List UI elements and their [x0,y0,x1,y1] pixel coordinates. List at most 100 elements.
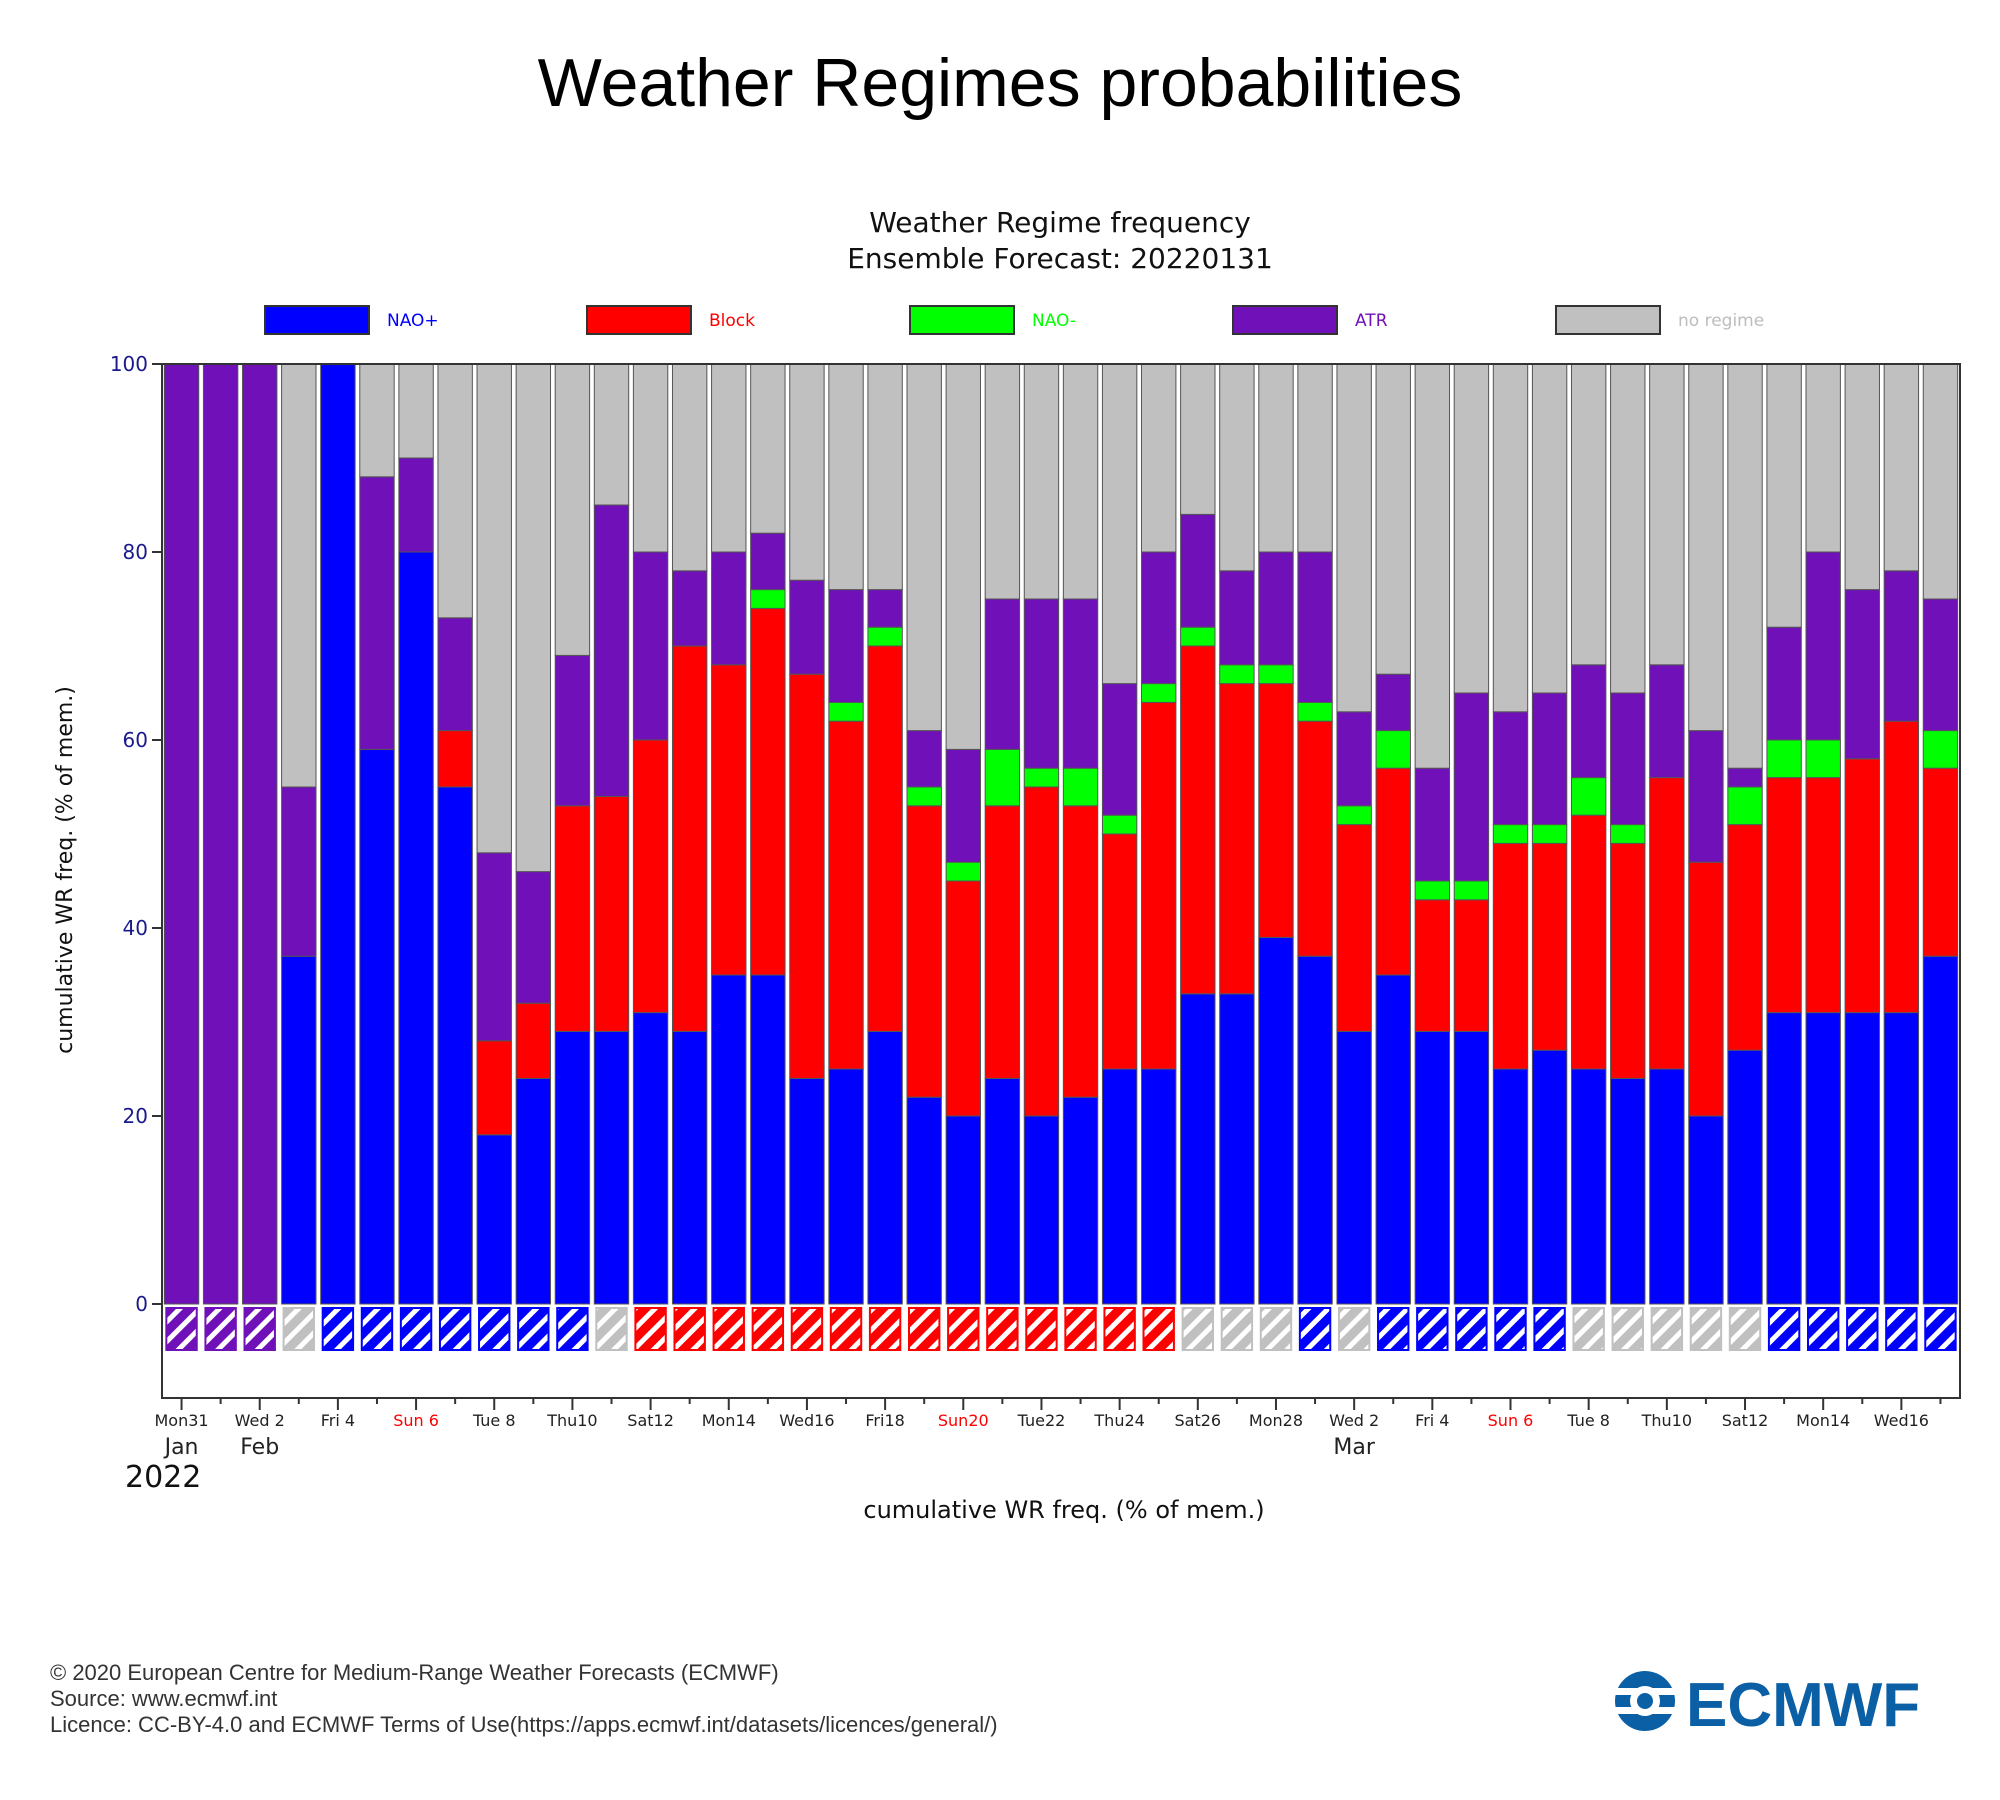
y-tick-label: 100 [110,352,148,376]
bar-none-17 [828,363,864,591]
bar-none-32 [1414,363,1451,769]
bar-nao_minus-35 [1531,824,1568,844]
legend-label-block: Block [709,311,755,331]
bar-atr-37 [1610,692,1646,826]
bar-none-3 [281,363,317,788]
dominant-marker-8 [478,1307,511,1351]
bar-none-8 [476,363,512,854]
bar-nao_plus-15 [750,974,786,1305]
bar-atr-7 [437,617,473,732]
legend-label-nao_minus: NAO- [1032,311,1076,331]
dominant-marker-30 [1337,1307,1371,1351]
bar-atr-34 [1492,711,1529,826]
legend-swatch-block [586,305,692,335]
dominant-marker-28 [1259,1307,1293,1351]
bar-none-11 [593,363,630,506]
dominant-marker-33 [1455,1307,1488,1351]
dominant-marker-2 [243,1307,276,1351]
x-tick-label: Mon31 [154,1411,208,1430]
bar-block-34 [1492,842,1529,1070]
bar-nao_plus-44 [1883,1012,1920,1305]
bar-nao_minus-15 [750,589,786,609]
legend-swatch-nao_plus [264,305,370,335]
dominant-marker-25 [1142,1307,1175,1351]
bar-block-43 [1844,758,1880,1014]
bar-nao_plus-26 [1180,993,1216,1305]
bar-nao_minus-30 [1336,805,1372,826]
bar-block-12 [632,739,669,1014]
bar-atr-0 [163,363,200,1305]
bar-none-24 [1101,363,1138,685]
bar-block-25 [1141,701,1177,1070]
bar-block-16 [789,673,825,1079]
bar-nao_minus-40 [1727,786,1763,826]
legend: NAO+ Block NAO- ATR no regime [264,305,1764,335]
bar-atr-31 [1375,673,1411,732]
bar-none-42 [1805,363,1841,553]
dominant-marker-24 [1103,1307,1136,1351]
dominant-marker-11 [595,1307,628,1351]
bar-block-10 [554,805,591,1032]
bar-atr-22 [1023,598,1060,769]
bar-nao_plus-8 [476,1134,512,1305]
bar-nao_minus-32 [1414,880,1451,901]
bar-nao_plus-3 [281,955,317,1305]
bar-nao_plus-6 [398,551,434,1305]
page-title: Weather Regimes probabilities [537,45,1463,121]
bar-block-22 [1023,786,1060,1117]
bar-nao_plus-7 [437,786,473,1305]
bar-nao_plus-33 [1453,1030,1490,1305]
bar-none-36 [1570,363,1607,666]
bar-block-14 [711,664,747,976]
bar-nao_plus-25 [1141,1068,1177,1305]
dominant-marker-5 [360,1307,394,1351]
dominant-marker-43 [1846,1307,1879,1351]
bar-nao_plus-32 [1414,1030,1451,1305]
x-tick-label: Fri 4 [1415,1411,1449,1430]
footer-licence: Licence: CC-BY-4.0 and ECMWF Terms of Us… [50,1712,998,1737]
bar-none-31 [1375,363,1411,675]
bar-nao_plus-31 [1375,974,1411,1305]
y-axis-label: cumulative WR freq. (% of mem.) [53,686,78,1054]
x-tick-label: Fri18 [865,1411,904,1430]
bar-block-11 [593,795,630,1032]
bar-none-43 [1844,363,1880,591]
bar-none-6 [398,363,434,459]
x-tick-label: Sat12 [627,1411,674,1430]
x-axis-label: cumulative WR freq. (% of mem.) [863,1496,1264,1524]
dominant-marker-7 [438,1307,472,1351]
x-tick-label: Thu24 [1093,1411,1144,1430]
bar-none-13 [671,363,708,572]
bar-none-12 [632,363,669,553]
dominant-marker-26 [1181,1307,1215,1351]
bar-nao_plus-13 [671,1030,708,1305]
bar-none-19 [906,363,942,732]
bar-block-20 [945,880,981,1117]
bar-atr-26 [1180,513,1216,628]
bar-atr-30 [1336,711,1372,807]
bar-nao_minus-23 [1062,767,1099,807]
x-tick-label: Mon28 [1249,1411,1303,1430]
ecmwf-logo-emblem-icon [1614,1671,1676,1731]
bar-block-8 [476,1040,512,1136]
dominant-marker-36 [1572,1307,1605,1351]
bar-nao_minus-45 [1922,730,1959,769]
x-tick-label: Wed 2 [235,1411,285,1430]
dominant-marker-18 [868,1307,902,1351]
legend-label-none: no regime [1678,311,1764,331]
bar-nao_plus-35 [1531,1049,1568,1305]
bar-nao_plus-28 [1258,936,1294,1305]
x-tick-label: Wed 2 [1329,1411,1379,1430]
bar-nao_plus-20 [945,1115,981,1305]
bar-nao_minus-21 [984,748,1021,807]
bar-atr-2 [242,363,278,1305]
bar-none-45 [1922,363,1959,600]
dominant-marker-31 [1377,1307,1410,1351]
bar-block-29 [1297,720,1333,957]
bar-nao_minus-24 [1101,814,1138,835]
bar-block-15 [750,607,786,976]
bar-nao_minus-17 [828,701,864,722]
x-tick-label: Mon14 [1796,1411,1850,1430]
bar-block-23 [1062,805,1099,1098]
bar-nao_plus-43 [1844,1012,1880,1305]
